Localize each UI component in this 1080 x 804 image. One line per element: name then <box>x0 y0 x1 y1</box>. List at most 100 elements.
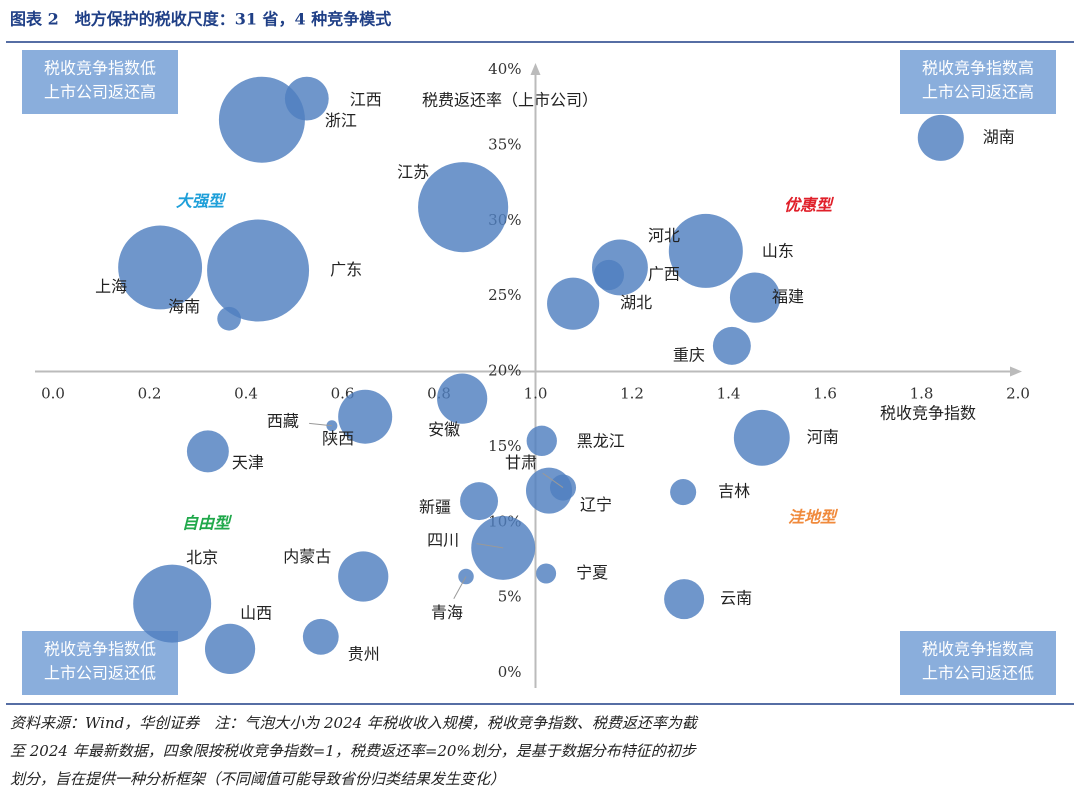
quadrant-label: 上市公司返还低 <box>922 664 1034 683</box>
leader-line <box>476 543 504 549</box>
bubble <box>917 114 964 161</box>
bubble <box>712 326 751 365</box>
quadrant-label: 税收竞争指数低 <box>44 59 156 78</box>
bubble <box>547 277 600 330</box>
bubble <box>525 467 573 514</box>
bubble-label: 北京 <box>186 548 218 567</box>
bubble <box>536 563 557 584</box>
bubble <box>460 482 499 521</box>
bubble-label: 陕西 <box>322 429 354 448</box>
y-tick-label: 25% <box>488 286 521 304</box>
bubble-label: 福建 <box>772 287 804 306</box>
bubble <box>217 306 241 331</box>
bubble-label: 云南 <box>720 589 752 608</box>
x-tick-label: 0.2 <box>138 385 162 403</box>
bubble-label: 江西 <box>350 90 382 109</box>
bubble-label: 重庆 <box>673 345 705 364</box>
bubble-label: 四川 <box>427 530 459 549</box>
bubble-label: 新疆 <box>419 498 451 517</box>
bubble-label: 上海 <box>95 277 127 296</box>
group-label: 洼地型 <box>788 508 839 527</box>
bubble-label: 浙江 <box>325 111 357 130</box>
x-tick-label: 0.4 <box>234 385 258 403</box>
leader-line <box>453 576 467 599</box>
x-tick-label: 2.0 <box>1006 385 1030 403</box>
bubble-label: 河南 <box>807 427 839 446</box>
bubble-label: 安徽 <box>428 420 460 439</box>
bubble-label: 广西 <box>648 265 680 284</box>
y-tick-label: 40% <box>488 60 521 78</box>
note: 资料来源：Wind，华创证券 注：气泡大小为 2024 年税收收入规模，税收竞争… <box>10 714 699 788</box>
y-tick-label: 5% <box>498 588 522 606</box>
leader-line <box>309 422 332 427</box>
quadrant-box <box>22 50 178 114</box>
bubble-label: 青海 <box>431 603 463 622</box>
bubble <box>526 425 557 457</box>
group-label: 大强型 <box>176 192 227 211</box>
group-label: 优惠型 <box>784 196 835 215</box>
y-tick-label: 0% <box>498 663 522 681</box>
y-axis-title: 税费返还率（上市公司） <box>422 91 598 110</box>
bubble-label: 湖南 <box>983 127 1015 146</box>
x-axis-arrow <box>1010 366 1022 377</box>
quadrant-box <box>22 631 178 695</box>
bubble-label: 内蒙古 <box>283 547 331 566</box>
quadrant-label: 税收竞争指数高 <box>922 59 1034 78</box>
quadrant-box <box>900 631 1056 695</box>
quadrant-label: 上市公司返还低 <box>44 664 156 683</box>
bubble <box>670 479 697 506</box>
bubble-label: 山东 <box>762 241 794 260</box>
bubble <box>133 564 212 643</box>
bubble-label: 河北 <box>648 226 680 245</box>
bubble <box>218 76 305 163</box>
x-tick-label: 1.8 <box>910 385 934 403</box>
x-tick-label: 1.0 <box>524 385 548 403</box>
quadrant-label: 税收竞争指数高 <box>922 640 1034 659</box>
bubble <box>204 623 256 674</box>
bubble <box>437 373 488 424</box>
bubble <box>207 219 310 322</box>
y-tick-label: 15% <box>488 437 521 455</box>
bubble-label: 宁夏 <box>576 563 608 582</box>
quadrant-label: 上市公司返还高 <box>922 83 1034 102</box>
bubble-label: 天津 <box>232 453 264 472</box>
bubble <box>664 579 705 620</box>
quadrant-label: 税收竞争指数低 <box>44 640 156 659</box>
bubble-label: 贵州 <box>348 644 380 663</box>
bubble-label: 山西 <box>240 603 272 622</box>
bubble-label: 辽宁 <box>580 495 612 514</box>
x-axis-title: 税收竞争指数 <box>880 404 976 423</box>
quadrant-box <box>900 50 1056 114</box>
bubble-label: 广东 <box>330 260 362 279</box>
y-axis-arrow <box>530 63 541 75</box>
x-tick-label: 1.4 <box>717 385 741 403</box>
group-label: 自由型 <box>182 514 233 533</box>
x-tick-label: 1.2 <box>620 385 644 403</box>
leader-line <box>542 472 564 488</box>
bubble <box>338 551 389 602</box>
bubble <box>729 272 781 323</box>
y-tick-label: 20% <box>488 362 521 380</box>
chart-title: 图表 2 地方保护的税收尺度：31 省，4 种竞争模式 <box>10 10 391 29</box>
bubble-label: 江苏 <box>397 163 429 182</box>
bubble-label: 吉林 <box>718 482 750 501</box>
bubble-label: 甘肃 <box>505 453 537 472</box>
bubble <box>338 389 393 444</box>
bubble <box>186 430 229 473</box>
x-tick-label: 0.0 <box>41 385 65 403</box>
bubble-label: 西藏 <box>267 411 299 430</box>
bubble <box>593 259 625 291</box>
quadrant-label: 上市公司返还高 <box>44 83 156 102</box>
bubble <box>668 213 743 288</box>
bubble <box>418 162 509 253</box>
bubble <box>302 618 339 655</box>
bubble <box>733 409 790 466</box>
bubble <box>118 225 203 310</box>
bubble-label: 湖北 <box>620 293 652 312</box>
bubble-label: 黑龙江 <box>577 431 625 450</box>
bubble-label: 海南 <box>168 297 200 316</box>
y-tick-label: 35% <box>488 135 521 153</box>
x-tick-label: 1.6 <box>813 385 837 403</box>
